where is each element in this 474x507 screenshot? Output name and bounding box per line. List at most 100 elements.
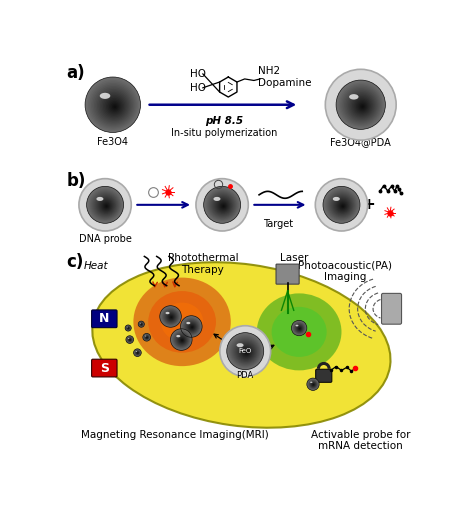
Circle shape	[220, 325, 271, 377]
Circle shape	[128, 328, 129, 329]
Circle shape	[125, 325, 131, 331]
Circle shape	[333, 196, 351, 215]
Text: FeO: FeO	[238, 348, 252, 354]
Circle shape	[188, 322, 196, 331]
Text: Photothermal
Therapy: Photothermal Therapy	[168, 254, 238, 275]
Circle shape	[166, 312, 176, 322]
Text: DNA probe: DNA probe	[79, 234, 131, 244]
Circle shape	[352, 96, 372, 116]
Circle shape	[361, 105, 364, 108]
Circle shape	[235, 341, 257, 363]
Circle shape	[296, 324, 303, 332]
Circle shape	[165, 311, 177, 323]
Text: a): a)	[66, 64, 85, 82]
Circle shape	[127, 327, 130, 330]
Circle shape	[222, 204, 225, 208]
Circle shape	[293, 322, 305, 334]
Circle shape	[96, 195, 116, 215]
Circle shape	[126, 336, 133, 343]
Circle shape	[175, 334, 188, 346]
Text: pH 8.5: pH 8.5	[205, 116, 244, 126]
Circle shape	[87, 187, 124, 223]
Circle shape	[218, 200, 229, 211]
Circle shape	[313, 384, 314, 385]
Circle shape	[160, 306, 182, 327]
Circle shape	[92, 85, 134, 126]
Circle shape	[227, 333, 264, 370]
Circle shape	[174, 333, 189, 347]
FancyBboxPatch shape	[91, 310, 117, 328]
Circle shape	[135, 350, 141, 356]
Circle shape	[236, 342, 256, 362]
Circle shape	[294, 323, 304, 333]
Circle shape	[162, 308, 179, 325]
Circle shape	[129, 339, 131, 341]
Circle shape	[292, 320, 307, 336]
Circle shape	[94, 86, 133, 125]
Circle shape	[135, 350, 140, 355]
Circle shape	[342, 205, 344, 207]
Circle shape	[146, 337, 148, 339]
Text: NH2: NH2	[258, 66, 281, 76]
Circle shape	[128, 338, 132, 342]
Circle shape	[140, 322, 143, 326]
Circle shape	[217, 199, 229, 212]
Circle shape	[340, 84, 382, 126]
Circle shape	[108, 99, 121, 114]
Text: S: S	[100, 361, 109, 375]
Ellipse shape	[133, 278, 231, 366]
Circle shape	[164, 310, 178, 324]
Circle shape	[145, 335, 149, 340]
Circle shape	[127, 336, 133, 343]
Circle shape	[347, 91, 376, 120]
Circle shape	[129, 339, 131, 341]
Circle shape	[294, 323, 305, 334]
Circle shape	[103, 95, 125, 117]
Ellipse shape	[96, 197, 103, 201]
Circle shape	[344, 88, 379, 123]
Circle shape	[139, 322, 144, 327]
Circle shape	[234, 340, 258, 364]
Circle shape	[128, 328, 129, 329]
Circle shape	[93, 193, 118, 218]
Circle shape	[100, 199, 112, 212]
Circle shape	[313, 384, 314, 385]
Circle shape	[106, 205, 108, 207]
Circle shape	[129, 339, 131, 341]
Circle shape	[143, 334, 150, 341]
Circle shape	[292, 321, 306, 335]
Circle shape	[146, 336, 148, 339]
Circle shape	[332, 195, 352, 215]
Circle shape	[140, 323, 143, 325]
Circle shape	[309, 380, 318, 389]
Ellipse shape	[257, 294, 341, 371]
Circle shape	[296, 325, 302, 332]
Circle shape	[196, 178, 248, 231]
Circle shape	[139, 322, 144, 327]
Circle shape	[310, 381, 317, 388]
Text: PDA: PDA	[237, 371, 254, 380]
Circle shape	[134, 349, 141, 356]
Circle shape	[110, 102, 119, 111]
Circle shape	[105, 204, 108, 208]
Circle shape	[210, 193, 235, 218]
Ellipse shape	[92, 262, 391, 428]
Circle shape	[181, 316, 201, 337]
Circle shape	[127, 337, 133, 343]
Circle shape	[348, 92, 375, 119]
Circle shape	[336, 199, 349, 212]
Circle shape	[292, 321, 306, 335]
Circle shape	[349, 93, 374, 118]
Circle shape	[140, 323, 143, 326]
Circle shape	[100, 200, 112, 211]
Circle shape	[245, 351, 248, 354]
Ellipse shape	[176, 335, 180, 337]
Text: Heat: Heat	[83, 262, 108, 271]
FancyBboxPatch shape	[276, 264, 299, 284]
Circle shape	[228, 334, 263, 369]
Circle shape	[219, 202, 227, 210]
Circle shape	[127, 327, 130, 330]
Circle shape	[126, 336, 134, 343]
Circle shape	[128, 328, 129, 329]
Circle shape	[239, 345, 254, 359]
